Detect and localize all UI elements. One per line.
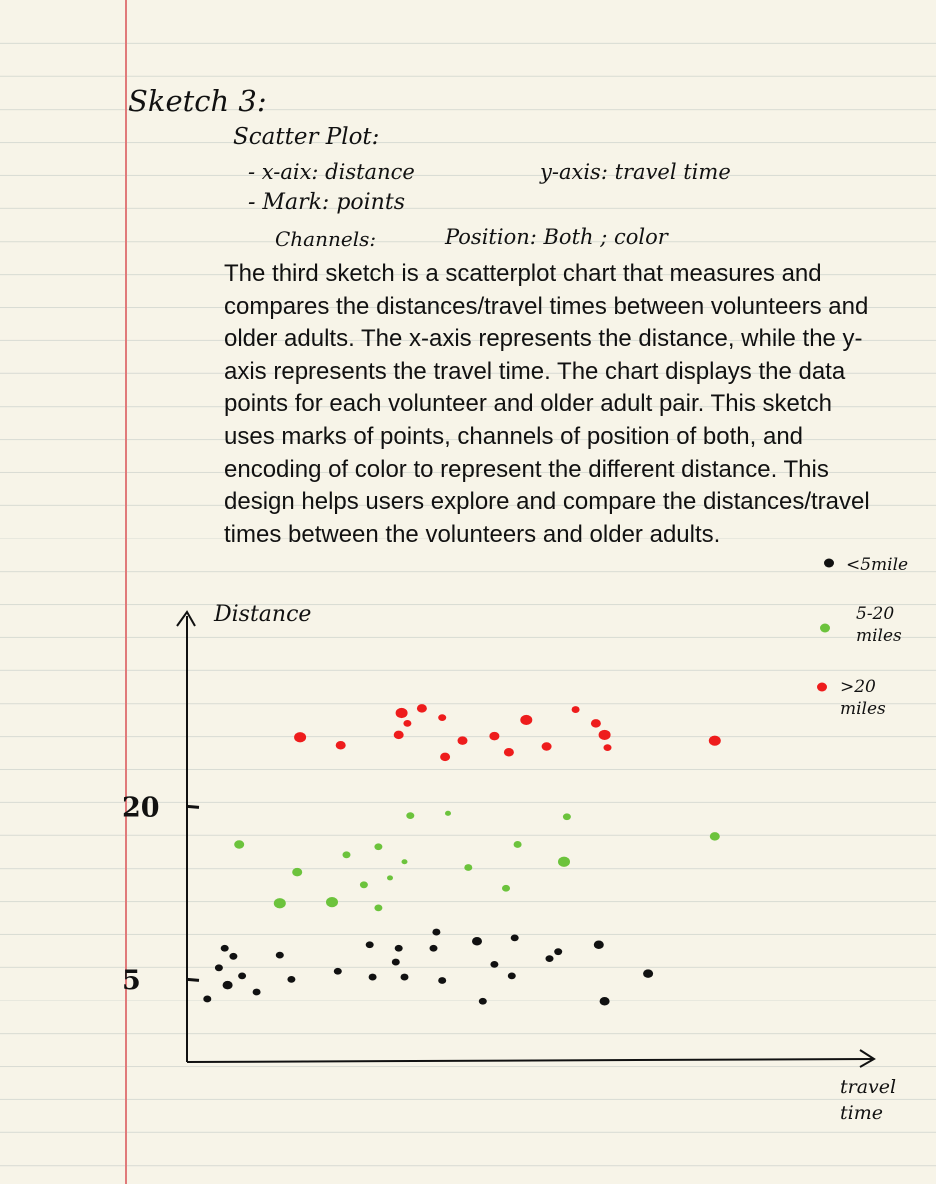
y-axis-label: Distance xyxy=(213,602,311,627)
data-point xyxy=(374,904,383,912)
data-points xyxy=(203,704,721,1006)
sketch-heading: Sketch 3: xyxy=(128,84,267,118)
data-point xyxy=(598,729,611,741)
data-point xyxy=(220,944,229,952)
data-point xyxy=(429,944,438,952)
data-point xyxy=(489,731,500,741)
data-point xyxy=(374,843,383,851)
channels-note: Channels: xyxy=(275,227,377,251)
data-point xyxy=(416,704,427,713)
notebook-margin-line xyxy=(125,0,127,1184)
legend-marker xyxy=(824,558,834,568)
data-point xyxy=(229,952,238,960)
data-point xyxy=(593,940,604,950)
position-note: Position: Both ; color xyxy=(445,225,668,249)
mark-note: - Mark: points xyxy=(248,190,405,215)
data-point xyxy=(391,958,400,966)
legend-marker xyxy=(820,623,830,633)
data-point xyxy=(294,732,307,743)
data-point xyxy=(222,980,233,990)
data-point xyxy=(558,856,570,867)
legend-marker xyxy=(817,682,827,692)
data-point xyxy=(503,747,514,757)
legend-label: miles xyxy=(840,699,886,719)
data-point xyxy=(445,810,451,816)
data-point xyxy=(603,744,612,751)
description-paragraph: The third sketch is a scatterplot chart … xyxy=(224,260,870,548)
data-point xyxy=(342,851,351,859)
x-axis-note: - x-aix: distance xyxy=(248,160,415,184)
data-point xyxy=(403,719,412,727)
data-point xyxy=(359,881,368,889)
data-point xyxy=(599,997,610,1006)
x-axis-label: travel time xyxy=(840,1076,896,1124)
data-point xyxy=(472,937,482,946)
y-tick-mark xyxy=(186,977,200,982)
data-point xyxy=(507,972,516,980)
data-point xyxy=(326,896,338,908)
legend-label: <5mile xyxy=(846,555,908,575)
x-axis-label-line: travel xyxy=(840,1076,896,1098)
data-point xyxy=(438,714,447,722)
data-point xyxy=(333,967,342,975)
y-tick-label: 5 xyxy=(122,965,141,996)
data-point xyxy=(562,813,571,821)
y-tick-mark xyxy=(186,804,200,809)
data-point xyxy=(709,832,720,841)
data-point xyxy=(238,972,247,980)
data-point xyxy=(273,898,286,909)
data-point xyxy=(401,859,408,865)
data-point xyxy=(287,975,296,983)
data-point xyxy=(214,964,223,972)
x-axis xyxy=(186,1058,873,1063)
data-point xyxy=(394,944,403,952)
y-ticks: 20 5 xyxy=(122,792,200,996)
data-point xyxy=(478,997,487,1005)
data-point xyxy=(393,730,404,740)
data-point xyxy=(490,960,499,968)
y-axis-note: y-axis: travel time xyxy=(540,160,731,184)
data-point xyxy=(252,988,261,996)
data-point xyxy=(432,928,441,936)
data-point xyxy=(440,752,451,762)
data-point xyxy=(395,707,408,719)
data-point xyxy=(571,706,580,713)
data-point xyxy=(464,864,473,871)
data-point xyxy=(387,875,393,881)
data-point xyxy=(541,742,552,751)
data-point xyxy=(590,719,601,728)
data-point xyxy=(365,941,374,949)
data-point xyxy=(234,840,245,849)
data-point xyxy=(368,973,377,981)
data-point xyxy=(406,812,415,820)
legend-label: 5-20 xyxy=(856,604,894,624)
legend-label: miles xyxy=(856,626,902,646)
data-point xyxy=(275,951,284,959)
x-axis-label-line: time xyxy=(840,1102,883,1124)
data-point xyxy=(438,977,447,984)
data-point xyxy=(335,741,346,750)
data-point xyxy=(513,841,522,848)
data-point xyxy=(457,736,468,745)
data-point xyxy=(510,934,519,942)
legend-label: >20 xyxy=(840,677,876,697)
y-tick-label: 20 xyxy=(122,792,160,823)
data-point xyxy=(545,955,554,962)
data-point xyxy=(400,973,409,981)
y-axis-arrowhead xyxy=(176,610,196,627)
chart-type-note: Scatter Plot: xyxy=(233,124,380,150)
data-point xyxy=(203,995,212,1003)
data-point xyxy=(643,969,654,978)
data-point xyxy=(520,714,533,726)
data-point xyxy=(554,948,563,956)
data-point xyxy=(292,867,303,877)
x-axis-arrowhead xyxy=(859,1049,876,1068)
data-point xyxy=(502,884,510,892)
data-point xyxy=(708,735,721,746)
